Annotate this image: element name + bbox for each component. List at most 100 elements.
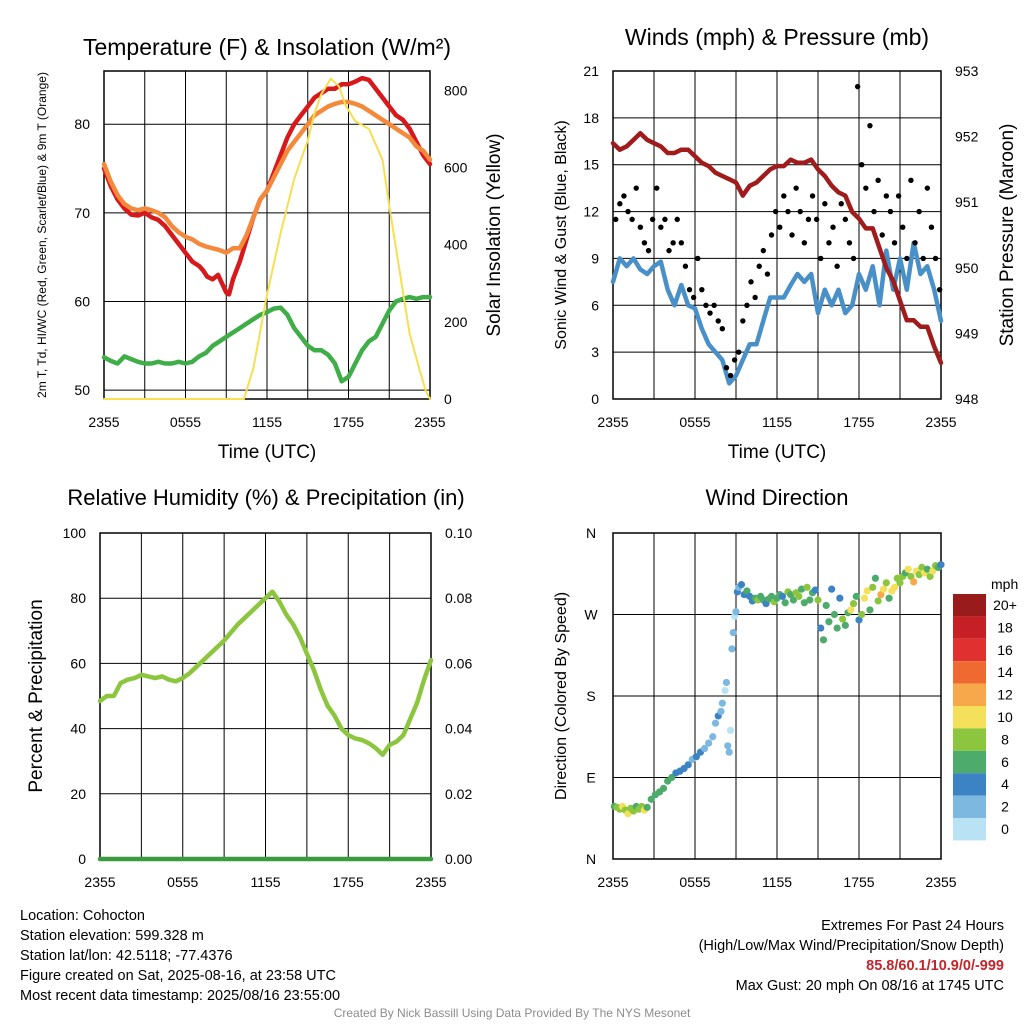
latlon-text: Station lat/lon: 42.5118; -77.4376 <box>20 948 233 964</box>
gust-point <box>900 224 906 230</box>
gust-point <box>813 216 820 223</box>
gust-point <box>916 208 922 215</box>
gust-point <box>826 240 832 246</box>
grid-lines <box>100 533 431 859</box>
plot-frame <box>612 532 942 860</box>
y2-tick-label: 953 <box>955 63 979 79</box>
direction-point <box>728 645 736 653</box>
direction-point <box>915 571 923 579</box>
legend-title: mph <box>991 576 1018 592</box>
legend-label: 8 <box>1001 731 1009 747</box>
y-tick-label: 0 <box>591 391 599 407</box>
gust-point <box>682 263 689 269</box>
direction-point <box>819 636 828 644</box>
legend-label: 2 <box>1001 799 1009 815</box>
direction-points <box>610 561 945 818</box>
x-tick-label: 1755 <box>843 414 874 430</box>
gust-point <box>908 177 914 184</box>
y2-tick-label: 200 <box>444 314 468 330</box>
direction-point <box>929 567 937 575</box>
legend-swatch <box>953 750 986 774</box>
y-tick-label: N <box>586 851 596 867</box>
x-tick-label: 1155 <box>250 874 280 890</box>
gust-point <box>920 255 926 262</box>
legend-swatch <box>953 728 986 751</box>
direction-point <box>781 599 789 607</box>
data-series-1 <box>97 589 434 757</box>
gust-point <box>715 318 721 324</box>
gust-point <box>629 216 635 223</box>
gust-point <box>641 240 648 246</box>
gust-point <box>863 185 869 191</box>
y-tick-label: 60 <box>70 655 86 671</box>
legend-swatch <box>953 616 986 639</box>
extremes-values: 85.8/60.1/10.9/0/-999 <box>866 958 1004 974</box>
gust-point <box>645 247 652 254</box>
x-tick-label: 2355 <box>88 414 119 430</box>
direction-point <box>855 616 863 624</box>
legend-swatch <box>953 638 986 662</box>
gust-point <box>842 216 849 223</box>
direction-point <box>711 719 720 727</box>
chart-title-winds: Winds (mph) & Pressure (mb) <box>625 24 929 50</box>
legend-swatch <box>953 818 986 841</box>
gust-point <box>805 216 812 223</box>
x-tick-label: 1155 <box>762 414 792 430</box>
y2-tick-label: 0.02 <box>445 786 472 802</box>
y-tick-label: W <box>584 607 598 623</box>
data-series-1 <box>610 240 944 386</box>
legend-swatch <box>953 683 986 706</box>
direction-point <box>836 594 844 602</box>
direction-point <box>814 596 822 604</box>
gust-point <box>727 372 734 379</box>
x-tick-label: 1155 <box>252 414 282 430</box>
direction-point <box>767 592 776 600</box>
y2-tick-label: 0.04 <box>445 721 472 737</box>
gust-point <box>883 193 890 199</box>
direction-point <box>849 600 858 608</box>
y-tick-label: 21 <box>583 63 599 79</box>
legend-swatch <box>953 773 986 796</box>
gust-point <box>830 224 836 230</box>
legend-label: 16 <box>997 642 1013 658</box>
direction-point <box>847 606 855 614</box>
y-tick-label: S <box>586 688 595 704</box>
direction-point <box>822 601 830 610</box>
gust-point <box>768 232 775 238</box>
direction-point <box>717 707 725 715</box>
gust-point <box>707 310 713 316</box>
direction-point <box>880 585 888 593</box>
gust-point <box>879 232 885 238</box>
y2-tick-label: 0.08 <box>445 590 472 606</box>
x-tick-label: 1155 <box>762 874 792 890</box>
direction-point <box>923 565 931 573</box>
direction-point <box>795 592 803 600</box>
max-gust-text: Max Gust: 20 mph On 08/16 at 1745 UTC <box>735 978 1004 994</box>
gust-point <box>637 224 644 230</box>
chart-title-temperature: Temperature (F) & Insolation (W/m²) <box>83 34 451 60</box>
y-tick-label: 60 <box>74 293 90 309</box>
y-tick-label: 3 <box>591 344 599 360</box>
gust-point <box>625 208 631 215</box>
gust-point <box>781 193 787 199</box>
direction-point <box>896 579 904 587</box>
direction-point <box>806 596 814 604</box>
gust-point <box>744 302 750 308</box>
direction-point <box>869 583 877 591</box>
legend-label: 6 <box>1001 754 1009 770</box>
direction-point <box>729 629 737 637</box>
gust-point <box>854 83 861 90</box>
y-axis-label: Percent & Precipitation <box>26 599 47 792</box>
y2-tick-label: 600 <box>444 159 468 175</box>
legend-label: 10 <box>997 709 1013 725</box>
direction-point <box>726 726 735 735</box>
gust-point <box>838 201 844 207</box>
x-tick-label: 0555 <box>679 874 710 890</box>
gust-point <box>654 185 660 191</box>
extremes-fields: (High/Low/Max Wind/Precipitation/Snow De… <box>698 938 1004 954</box>
direction-point <box>852 592 860 600</box>
y-tick-label: N <box>586 525 596 541</box>
y-tick-label: 70 <box>74 205 90 221</box>
y-axis-label: Direction (Colored By Speed) <box>553 592 570 800</box>
direction-point <box>800 599 808 607</box>
